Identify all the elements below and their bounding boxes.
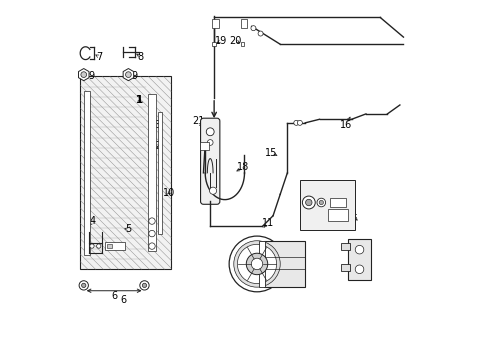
Bar	[212, 19, 218, 28]
Circle shape	[297, 120, 302, 125]
Text: 16: 16	[340, 120, 352, 130]
Bar	[241, 42, 244, 46]
Circle shape	[148, 243, 155, 249]
Circle shape	[354, 265, 363, 274]
Circle shape	[246, 253, 267, 275]
Text: 1: 1	[136, 95, 142, 105]
Bar	[299, 180, 354, 230]
Bar	[212, 42, 216, 46]
Text: 17: 17	[332, 200, 345, 210]
Circle shape	[251, 258, 262, 270]
Bar	[258, 241, 264, 287]
Bar	[340, 243, 349, 249]
Circle shape	[316, 198, 325, 207]
Circle shape	[258, 31, 263, 36]
Text: 3: 3	[154, 120, 160, 130]
Text: 9: 9	[131, 71, 137, 81]
Text: 18: 18	[236, 162, 248, 172]
Bar	[241, 19, 247, 28]
Bar	[80, 76, 171, 269]
Circle shape	[90, 244, 94, 248]
FancyBboxPatch shape	[200, 118, 220, 204]
Circle shape	[81, 283, 86, 288]
Circle shape	[79, 281, 88, 290]
Text: 5: 5	[125, 224, 131, 234]
Text: 1: 1	[135, 95, 142, 105]
Circle shape	[125, 72, 131, 77]
Circle shape	[237, 244, 276, 284]
Bar	[347, 239, 370, 280]
Text: 10: 10	[163, 188, 175, 198]
Circle shape	[319, 201, 323, 204]
Circle shape	[209, 187, 216, 194]
Circle shape	[142, 283, 146, 288]
Circle shape	[233, 241, 280, 287]
Circle shape	[148, 230, 155, 237]
Text: 9: 9	[88, 71, 95, 81]
Bar	[340, 264, 349, 271]
Bar	[148, 94, 156, 251]
Text: 4: 4	[89, 216, 96, 226]
Bar	[105, 242, 124, 249]
Text: 12: 12	[243, 248, 256, 258]
Bar	[107, 244, 112, 248]
Bar	[329, 198, 346, 207]
Bar	[158, 112, 162, 234]
Circle shape	[354, 246, 363, 254]
Text: 14: 14	[345, 209, 357, 219]
Text: 19: 19	[215, 36, 227, 46]
Text: 8: 8	[138, 52, 143, 62]
Circle shape	[81, 72, 86, 77]
Text: 20: 20	[229, 36, 241, 46]
Text: 6: 6	[120, 295, 126, 305]
Circle shape	[207, 140, 213, 145]
Text: 13: 13	[261, 266, 273, 276]
Circle shape	[140, 281, 149, 290]
Text: 21: 21	[192, 116, 204, 126]
Circle shape	[97, 244, 101, 248]
Circle shape	[302, 196, 315, 209]
Bar	[328, 208, 347, 221]
Circle shape	[148, 218, 155, 224]
Text: 7: 7	[96, 52, 102, 62]
Circle shape	[250, 26, 255, 31]
Circle shape	[305, 199, 311, 206]
Text: 11: 11	[261, 218, 273, 228]
Bar	[264, 241, 305, 287]
Bar	[200, 143, 208, 150]
Circle shape	[229, 236, 285, 292]
Text: 6: 6	[111, 291, 117, 301]
Bar	[83, 91, 90, 255]
Text: 15: 15	[264, 148, 277, 158]
Circle shape	[206, 128, 214, 136]
Text: 2: 2	[154, 141, 160, 151]
Circle shape	[293, 120, 298, 125]
